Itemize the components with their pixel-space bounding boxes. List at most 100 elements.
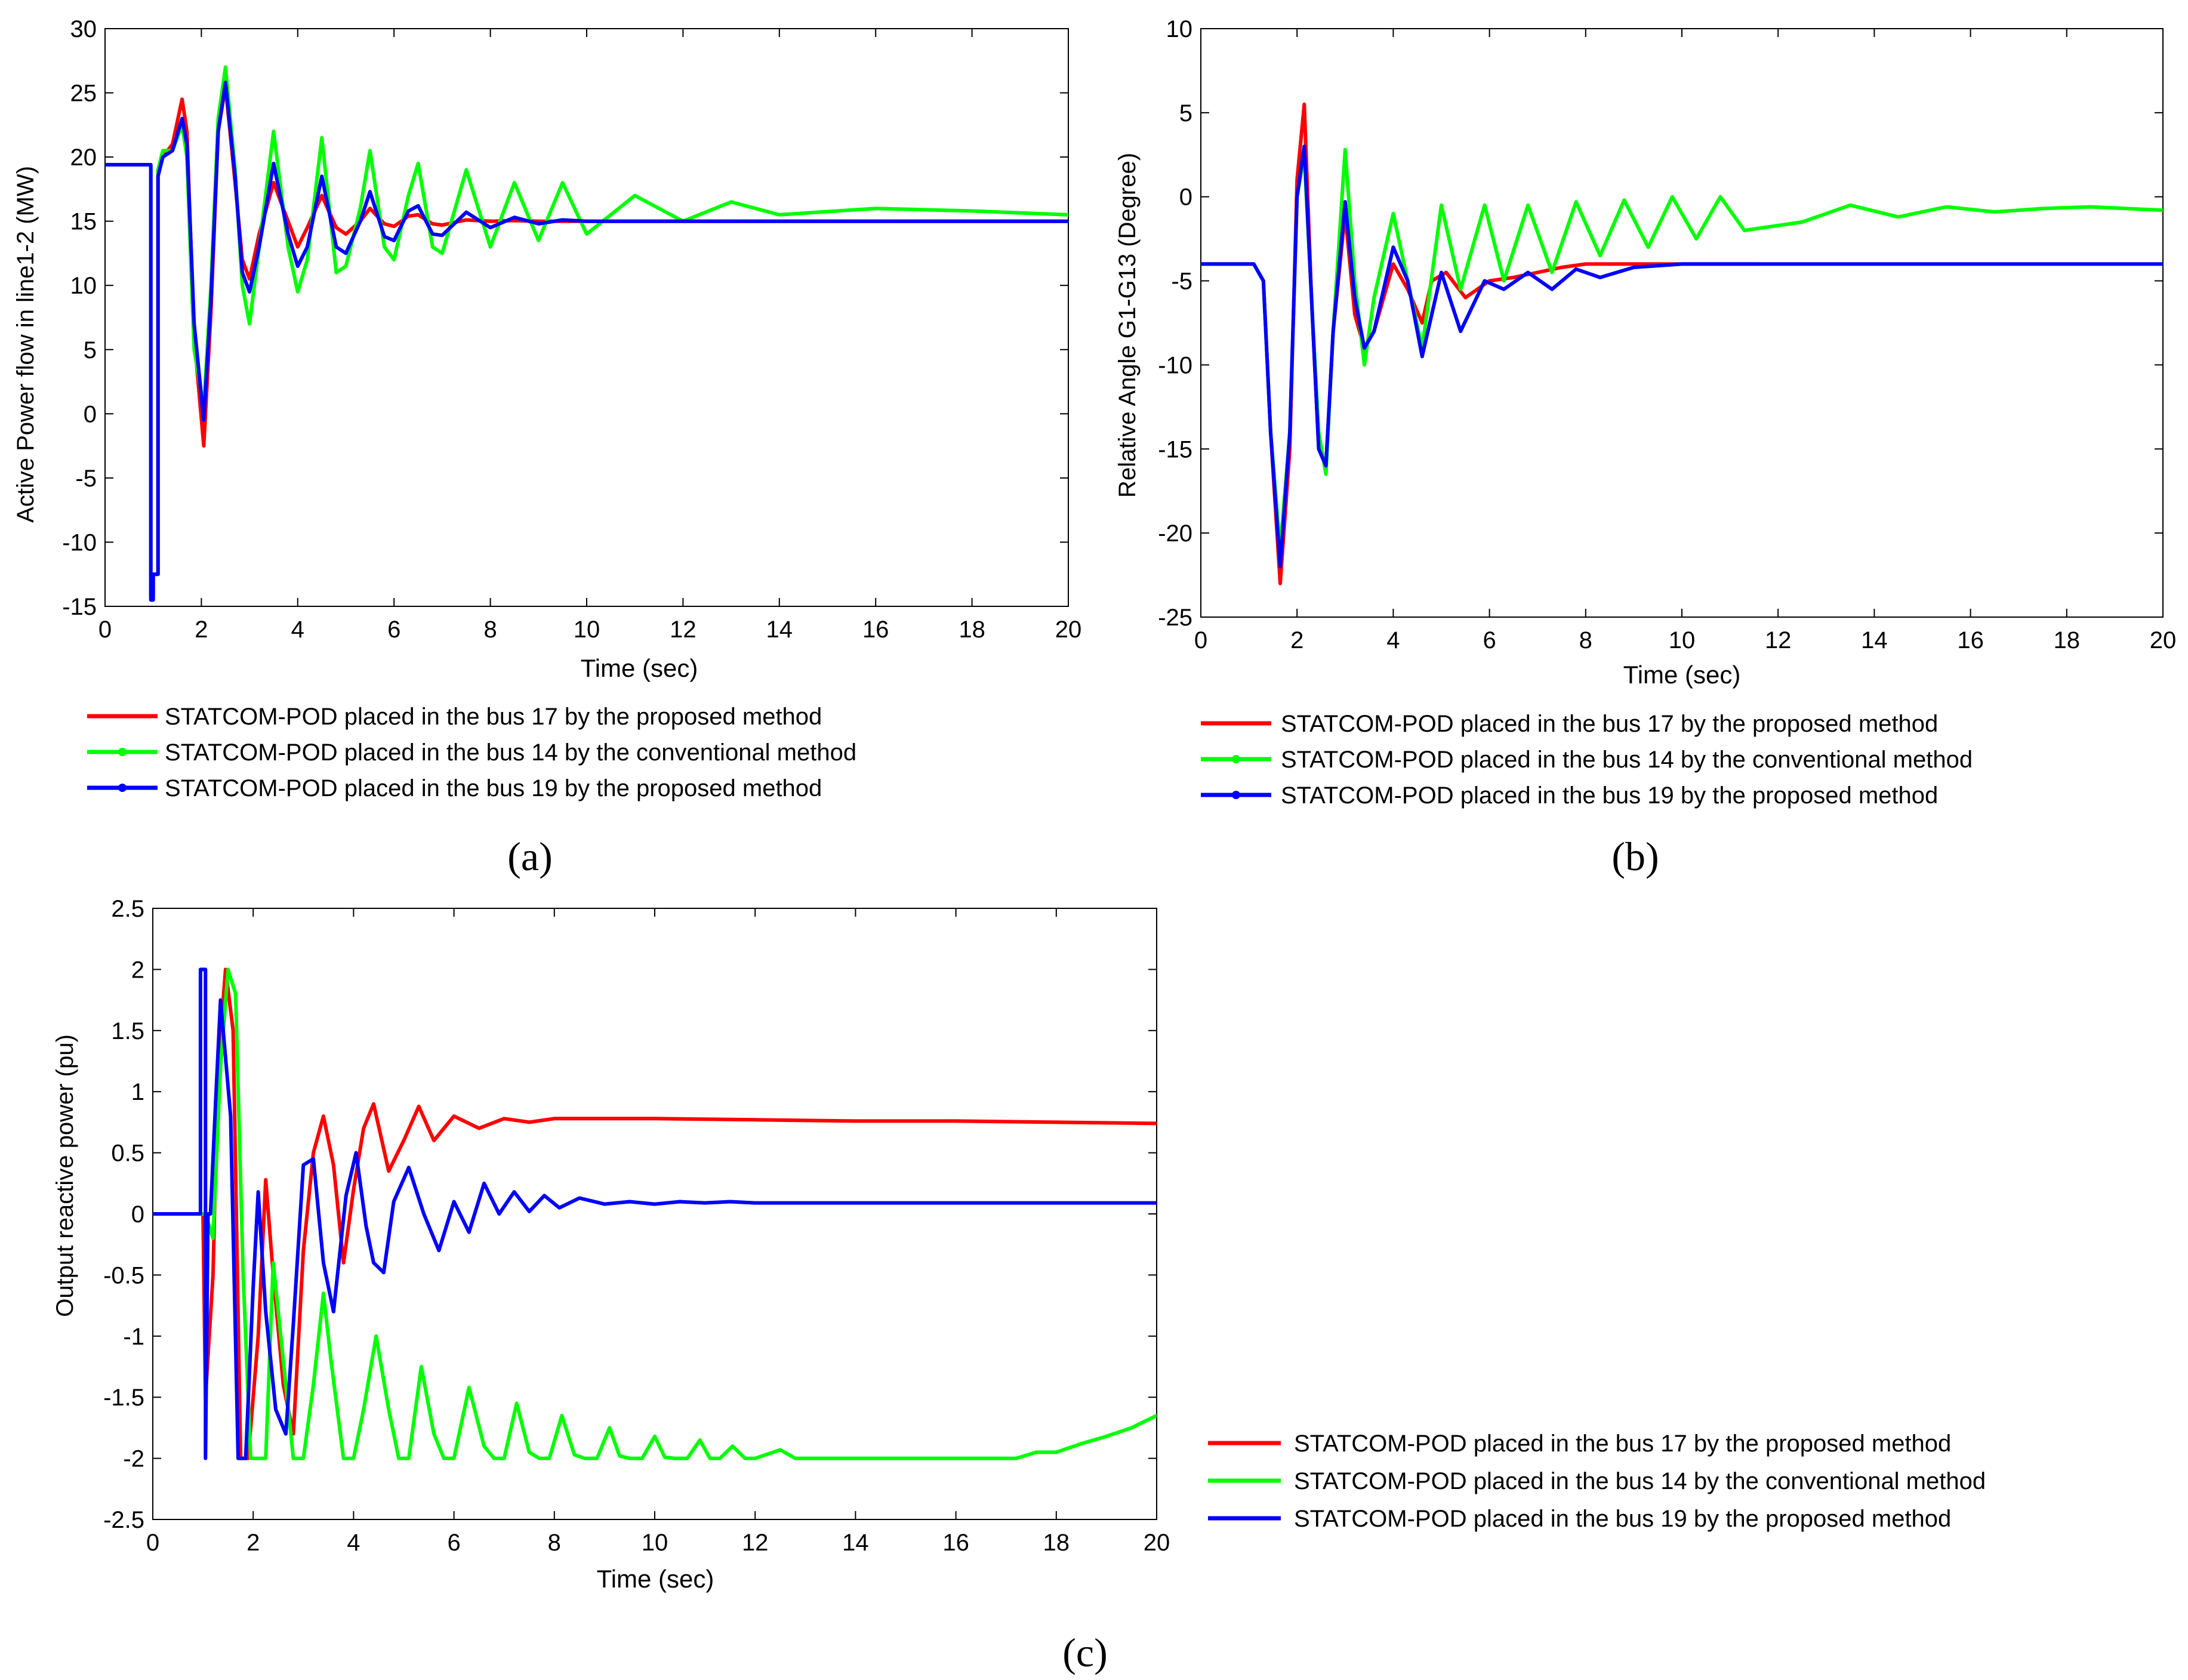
x-tick-label-a: 2 <box>195 616 208 643</box>
y-tick-label-c: -2 <box>123 1446 144 1472</box>
panel-a-ylabel: Active Power flow in line1-2 (MW) <box>13 166 39 523</box>
x-tick-label-a: 10 <box>574 616 600 643</box>
legend-a-label-2: STATCOM-POD placed in the bus 19 by the … <box>165 775 822 802</box>
legend-c-label-0: STATCOM-POD placed in the bus 17 by the … <box>1294 1431 1951 1457</box>
x-tick-label-b: 12 <box>1765 627 1792 653</box>
y-tick-label-a: 10 <box>70 273 97 299</box>
x-tick-label-c: 2 <box>246 1530 260 1556</box>
y-tick-label-a: -5 <box>75 466 97 492</box>
x-tick-label-b: 16 <box>1957 627 1984 653</box>
x-tick-label-b: 14 <box>1861 627 1888 653</box>
panel-b-xlabel: Time (sec) <box>1623 661 1741 689</box>
panel-c-legend: STATCOM-POD placed in the bus 17 by the … <box>1208 1431 1986 1532</box>
panel-a-xlabel: Time (sec) <box>581 654 698 682</box>
x-tick-label-a: 6 <box>387 616 400 643</box>
y-tick-label-b: -15 <box>1158 436 1192 463</box>
x-tick-label-b: 10 <box>1669 627 1696 653</box>
panel-a-chart: Active Power flow in line1-2 (MW) Time (… <box>13 16 1081 802</box>
y-tick-label-a: -10 <box>62 529 97 556</box>
legend-a-label-1: STATCOM-POD placed in the bus 14 by the … <box>165 739 856 766</box>
x-tick-label-c: 8 <box>548 1530 561 1556</box>
y-tick-label-c: 2.5 <box>111 896 144 922</box>
x-tick-label-a: 20 <box>1055 616 1082 643</box>
legend-c-label-1: STATCOM-POD placed in the bus 14 by the … <box>1294 1468 1986 1494</box>
y-tick-label-b: -5 <box>1171 269 1192 295</box>
x-tick-label-c: 14 <box>842 1530 869 1556</box>
y-tick-label-a: 20 <box>70 144 97 171</box>
y-tick-label-c: -1 <box>123 1324 144 1350</box>
panel-a-legend: STATCOM-POD placed in the bus 17 by the … <box>87 704 856 802</box>
y-tick-label-c: -0.5 <box>103 1262 144 1288</box>
series-group-c <box>153 967 1157 1460</box>
panel-b-legend: STATCOM-POD placed in the bus 17 by the … <box>1201 711 1973 809</box>
x-tick-label-c: 6 <box>447 1530 460 1556</box>
x-tick-label-b: 18 <box>2054 627 2081 653</box>
x-tick-label-a: 8 <box>483 616 497 643</box>
y-tick-label-b: 0 <box>1179 184 1192 211</box>
legend-a-marker-2 <box>118 784 127 792</box>
series-line-c-1 <box>153 967 1157 1460</box>
legend-c-label-2: STATCOM-POD placed in the bus 19 by the … <box>1294 1506 1951 1532</box>
y-tick-label-c: 0.5 <box>111 1140 144 1167</box>
x-tick-label-a: 4 <box>291 616 304 643</box>
x-tick-label-a: 14 <box>766 616 793 643</box>
y-tick-label-c: 0 <box>131 1201 144 1228</box>
legend-a-label-0: STATCOM-POD placed in the bus 17 by the … <box>165 704 822 730</box>
panel-b-ylabel: Relative Angle G1-G13 (Degree) <box>1114 153 1141 498</box>
x-tick-label-c: 18 <box>1043 1530 1070 1556</box>
x-tick-label-b: 8 <box>1579 627 1592 653</box>
series-line-a-2 <box>105 81 1068 602</box>
x-tick-label-a: 0 <box>98 616 112 643</box>
legend-b-marker-2 <box>1232 791 1240 799</box>
x-tick-label-a: 18 <box>959 616 985 643</box>
x-tick-label-c: 16 <box>942 1530 969 1556</box>
x-tick-label-b: 2 <box>1290 627 1303 653</box>
x-tick-label-b: 4 <box>1386 627 1400 653</box>
panel-label-c: (c) <box>1062 1630 1107 1675</box>
series-group-a <box>105 65 1068 602</box>
panel-c-xlabel: Time (sec) <box>597 1565 714 1593</box>
panel-b-chart: Relative Angle G1-G13 (Degree) Time (sec… <box>1114 16 2176 809</box>
x-tick-label-c: 12 <box>742 1530 769 1556</box>
y-tick-label-c: -2.5 <box>103 1507 144 1533</box>
y-tick-label-c: -1.5 <box>103 1385 144 1411</box>
x-tick-label-c: 20 <box>1144 1530 1170 1556</box>
legend-a-marker-1 <box>118 748 127 756</box>
y-tick-label-a: 25 <box>70 81 97 107</box>
y-tick-label-a: 15 <box>70 209 97 235</box>
y-tick-label-b: 10 <box>1166 16 1193 42</box>
x-tick-label-b: 20 <box>2150 627 2177 653</box>
x-tick-label-a: 16 <box>862 616 889 643</box>
series-line-b-2 <box>1201 144 2163 569</box>
x-tick-label-c: 0 <box>146 1530 159 1556</box>
y-tick-label-c: 2 <box>131 957 144 983</box>
panel-label-a: (a) <box>507 834 552 879</box>
legend-b-label-1: STATCOM-POD placed in the bus 14 by the … <box>1281 747 1973 773</box>
x-tick-label-a: 12 <box>670 616 697 643</box>
x-tick-label-c: 4 <box>347 1530 360 1556</box>
x-tick-label-b: 0 <box>1194 627 1207 653</box>
plot-area-a <box>104 28 1069 607</box>
panel-c-chart: Output reactive power (pu) Time (sec) ST… <box>52 896 1986 1593</box>
legend-b-label-0: STATCOM-POD placed in the bus 17 by the … <box>1281 711 1938 737</box>
series-line-c-2 <box>153 967 1157 1460</box>
plot-area-c <box>152 908 1157 1520</box>
y-tick-label-a: -15 <box>62 594 97 620</box>
panel-label-b: (b) <box>1611 834 1659 879</box>
y-tick-label-c: 1.5 <box>111 1018 144 1044</box>
y-tick-label-a: 30 <box>70 16 97 42</box>
legend-b-marker-1 <box>1232 755 1240 763</box>
x-tick-label-c: 10 <box>642 1530 668 1556</box>
y-tick-label-a: 0 <box>84 401 97 427</box>
legend-b-label-2: STATCOM-POD placed in the bus 19 by the … <box>1281 782 1938 809</box>
y-tick-label-a: 5 <box>84 337 97 363</box>
y-tick-label-b: -10 <box>1158 352 1192 378</box>
y-tick-label-b: 5 <box>1179 100 1192 127</box>
series-group-b <box>1201 102 2163 585</box>
panel-c-ylabel: Output reactive power (pu) <box>52 1034 78 1317</box>
series-line-c-0 <box>153 967 1157 1460</box>
x-tick-label-b: 6 <box>1483 627 1496 653</box>
y-tick-label-b: -25 <box>1158 605 1192 631</box>
y-tick-label-b: -20 <box>1158 520 1192 547</box>
